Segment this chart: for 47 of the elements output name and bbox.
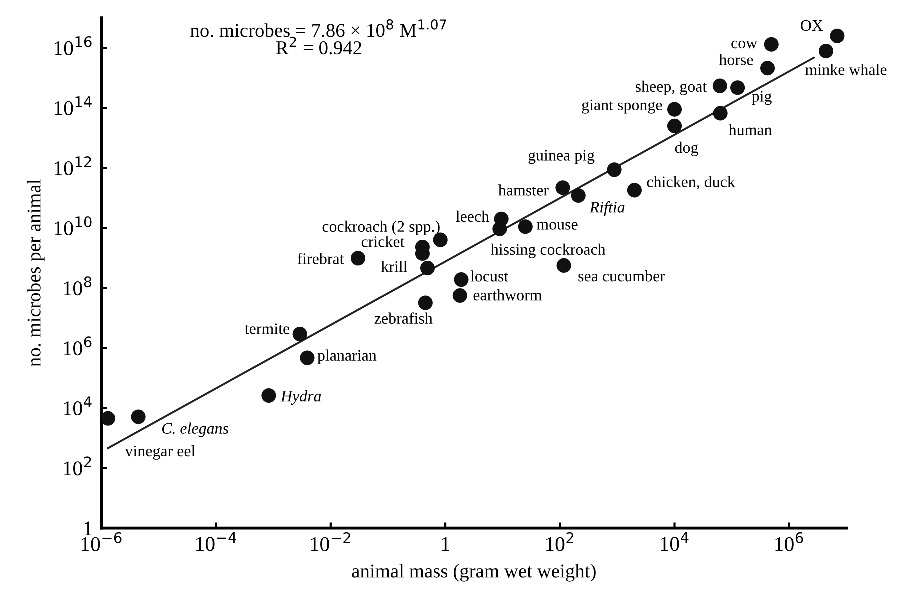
annotation: Riftia [590, 201, 625, 216]
annotation: cricket [362, 236, 405, 248]
annotation: hissing cockroach [491, 244, 606, 258]
y-tick-label: 10$^{2}$ [64, 456, 92, 476]
annotation: dog [675, 142, 698, 156]
x-tick-label: 10$^{−4}$ [196, 532, 236, 552]
annotation: human [728, 124, 772, 136]
annotation: no. microbes = 7.86 × 10$^{8}$ M$^{1.07}$ [190, 20, 446, 38]
annotation: guinea pig [528, 150, 595, 164]
annotation: pig [752, 91, 772, 106]
annotation: chicken, duck [647, 176, 736, 190]
x-tick-label: 10$^{6}$ [776, 532, 804, 552]
annotation: zebrafish [374, 312, 433, 324]
y-tick-label: 10$^{16}$ [54, 36, 92, 56]
annotation: cow [732, 40, 758, 49]
x-axis-title: animal mass (gram wet weight) [352, 564, 596, 582]
annotation: mouse [536, 222, 578, 230]
annotation: earthworm [474, 289, 542, 301]
annotation: giant sponge [582, 100, 662, 114]
x-tick-label: 1 [442, 537, 450, 552]
annotation: minke whale [806, 64, 887, 76]
y-axis-title: no. microbes per animal [27, 180, 45, 367]
annotation: horse [719, 54, 754, 66]
annotation: vinegar eel [125, 445, 196, 460]
annotation: planarian [318, 350, 377, 364]
y-tick-label: 10$^{6}$ [64, 336, 92, 356]
y-tick-label: 10$^{10}$ [54, 216, 92, 236]
annotation: cockroach (2 spp.) [322, 220, 440, 236]
x-tick-label: 10$^{2}$ [546, 532, 574, 552]
x-tick-label: 10$^{4}$ [661, 532, 689, 552]
annotation: leech [456, 210, 490, 222]
x-tick-label: 10$^{−2}$ [311, 532, 350, 552]
annotation: termite [245, 324, 290, 334]
annotation: sheep, goat [636, 80, 708, 96]
y-tick-label: 10$^{12}$ [54, 156, 92, 176]
annotation: C. elegans [162, 422, 228, 438]
annotation: locust [470, 270, 509, 282]
annotation: R$^{2}$ = 0.942 [276, 36, 362, 55]
annotation: hamster [498, 184, 549, 196]
annotation: OX [801, 20, 824, 32]
annotation: krill [381, 261, 408, 272]
y-tick-label: 10$^{4}$ [64, 396, 92, 416]
annotation: sea cucumber [578, 270, 666, 282]
annotation: firebrat [298, 253, 344, 264]
y-tick-label: 10$^{8}$ [64, 276, 92, 296]
y-tick-label: 10$^{14}$ [54, 96, 92, 116]
annotation: Hydra [280, 390, 322, 406]
